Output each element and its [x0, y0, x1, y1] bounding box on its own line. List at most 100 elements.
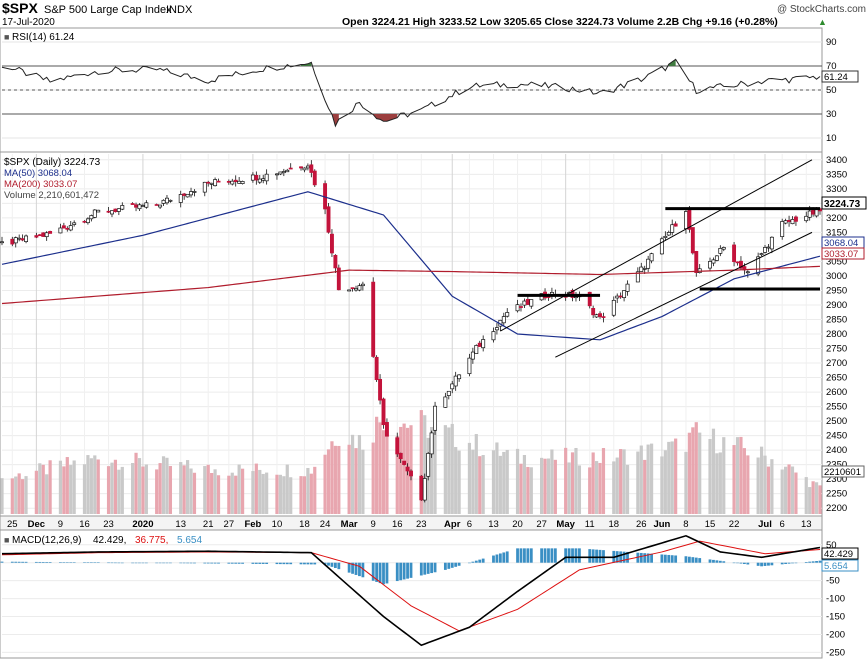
macd-histogram-bar — [278, 562, 282, 565]
macd-histogram-bar — [289, 562, 293, 565]
macd-histogram-bar — [14, 561, 18, 563]
volume-bar — [674, 438, 678, 514]
date-tick-label: 25 — [7, 519, 18, 530]
volume-bar — [137, 458, 142, 514]
volume-bar — [718, 452, 722, 514]
macd-histogram-bar — [571, 548, 574, 563]
rsi-line — [1, 58, 821, 128]
volume-bar — [45, 474, 49, 514]
macd-histogram-bar — [347, 562, 351, 573]
macd-histogram-bar — [684, 556, 688, 563]
macd-tick-label: -100 — [826, 594, 845, 605]
candle-body — [230, 180, 235, 185]
candle-body — [519, 306, 523, 308]
volume-bar — [378, 422, 382, 514]
candle-body — [261, 178, 266, 181]
volume-bar — [526, 466, 530, 514]
macd-histogram-bar — [818, 560, 822, 563]
volume-bar — [399, 426, 403, 514]
volume-bar — [430, 427, 434, 514]
macd-histogram-bar — [330, 562, 334, 567]
macd-histogram-bar — [179, 562, 183, 564]
volume-bar — [96, 459, 100, 514]
volume-bar — [251, 471, 255, 514]
macd-histogram-bar — [169, 562, 172, 564]
candle-body — [347, 289, 352, 292]
candle-body — [202, 181, 207, 193]
volume-bar — [333, 445, 337, 514]
volume-bar — [646, 444, 650, 514]
volume-bar — [546, 458, 551, 514]
macd-histogram-bar — [708, 559, 712, 563]
macd-line — [1, 534, 821, 647]
date-tick-label: 22 — [729, 519, 740, 530]
volume-bar — [323, 454, 327, 514]
macd-histogram-bar — [144, 562, 148, 564]
volume-bar — [502, 451, 506, 514]
price-tick-label: 2400 — [826, 445, 847, 456]
macd-tag: 42.429 — [824, 549, 853, 560]
candle-body — [745, 271, 750, 274]
macd-histogram-bar — [574, 548, 578, 563]
volume-bar — [780, 469, 784, 514]
volume-bar — [454, 447, 458, 514]
candle-body — [360, 283, 365, 287]
candle-body — [226, 181, 231, 183]
volume-bar — [804, 477, 808, 514]
candle-body — [591, 307, 596, 316]
macd-series — [0, 534, 822, 647]
macd-histogram-bar — [794, 562, 798, 564]
macd-histogram-bar — [361, 562, 365, 578]
candle-body — [185, 193, 190, 198]
candle-body — [213, 179, 218, 187]
macd-histogram-bar — [529, 548, 533, 563]
candle-body — [505, 312, 510, 317]
candle-body — [264, 173, 269, 182]
macd-histogram-bar — [59, 562, 62, 563]
rsi-tick-label: 90 — [826, 37, 837, 48]
candle-body — [168, 199, 173, 202]
volume-bar — [540, 457, 544, 514]
date-tick-label: Mar — [341, 519, 358, 530]
candle-body — [34, 235, 39, 238]
macd-histogram-bar — [495, 554, 499, 563]
candle-body — [426, 453, 431, 477]
macd-histogram-bar — [48, 562, 52, 563]
macd-histogram-bar — [715, 560, 719, 563]
macd-histogram-bar — [591, 549, 595, 563]
macd-histogram-bar — [375, 562, 379, 582]
volume-bar — [106, 466, 111, 514]
volume-bar — [808, 487, 812, 514]
volume-bar — [69, 465, 73, 514]
price-tick-label: 2900 — [826, 300, 847, 311]
candle-body — [299, 166, 303, 169]
macd-histogram-bar — [567, 548, 571, 563]
macd-histogram-bar — [217, 562, 220, 564]
rsi-tag-box — [821, 70, 859, 83]
macd-histogram-bar — [791, 562, 794, 564]
volume-bar — [711, 428, 716, 514]
candle-body — [85, 218, 90, 224]
macd-histogram-bar — [519, 548, 523, 563]
rsi-tick-label: 30 — [826, 109, 837, 120]
volume-bar — [543, 458, 547, 514]
candle-body — [257, 178, 262, 183]
macd-histogram-bar — [687, 556, 691, 563]
macd-histogram-bar — [258, 562, 262, 564]
candle-body — [189, 191, 193, 196]
rsi-tag: 61.24 — [824, 72, 848, 83]
candle-body — [13, 237, 18, 244]
candle-body — [24, 235, 29, 242]
macd-histogram-bar — [636, 552, 640, 563]
volume-bar — [423, 415, 427, 514]
volume-bar — [278, 474, 282, 514]
volume-bar — [48, 460, 52, 514]
volume-bar — [24, 476, 28, 514]
candle-body — [501, 316, 506, 324]
macd-histogram-bar — [746, 562, 750, 565]
candle-body — [457, 374, 462, 380]
volume-bar — [588, 467, 592, 514]
macd-histogram-bar — [65, 562, 69, 563]
macd-tag-box — [821, 547, 859, 560]
candle-body — [378, 378, 383, 401]
